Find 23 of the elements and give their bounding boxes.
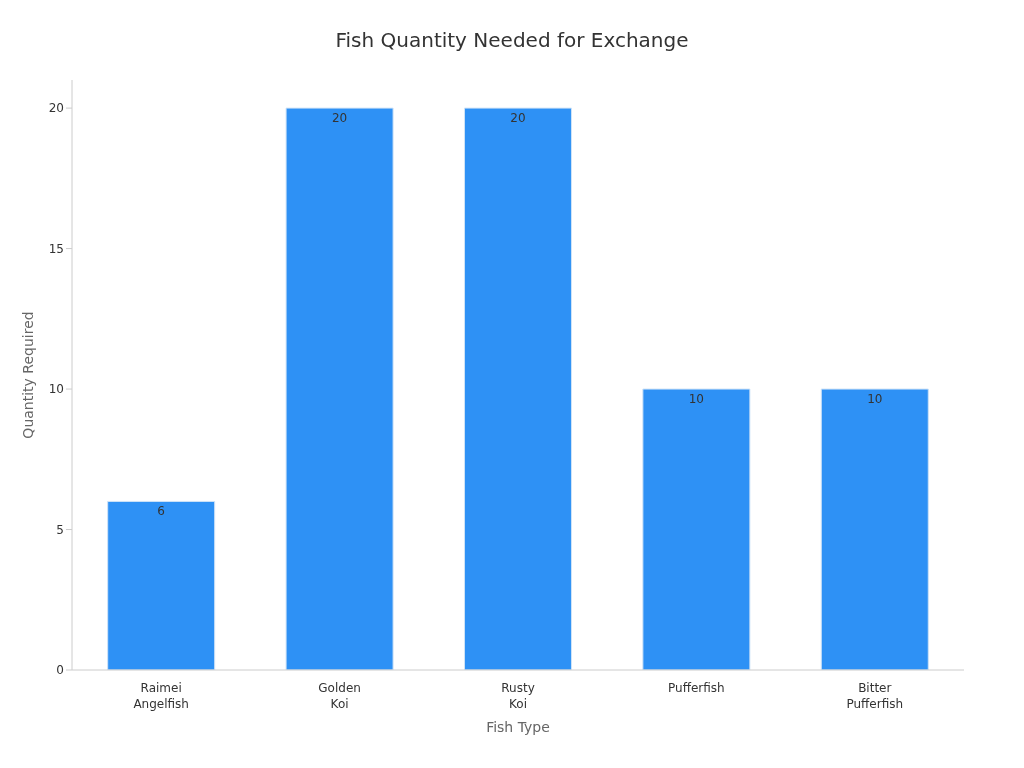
y-tick-label: 15 [48, 241, 64, 256]
data-label: 10 [688, 391, 705, 406]
x-axis-title: Fish Type [486, 719, 550, 735]
bar [642, 388, 751, 670]
bar [285, 107, 394, 670]
x-tick-label: Bitter Pufferfish [846, 681, 904, 711]
x-tick-label: Pufferfish [668, 681, 725, 695]
data-label: 20 [510, 110, 526, 125]
x-tick-label: Rusty Koi [501, 681, 535, 711]
y-axis-title: Quantity Required [19, 311, 36, 439]
x-tick-label: Golden Koi [318, 681, 361, 711]
bar [463, 107, 572, 670]
y-tick-label: 0 [56, 663, 64, 678]
x-tick-label: Raimei Angelfish [133, 681, 189, 711]
y-tick-label: 10 [48, 382, 64, 397]
chart-title: Fish Quantity Needed for Exchange [334, 28, 690, 52]
bar [820, 388, 929, 670]
data-label: 6 [157, 503, 165, 518]
y-tick-label: 5 [56, 522, 64, 537]
data-label: 10 [867, 391, 883, 406]
data-label: 20 [331, 110, 348, 125]
bar [107, 500, 216, 670]
y-tick-label: 20 [48, 101, 64, 116]
